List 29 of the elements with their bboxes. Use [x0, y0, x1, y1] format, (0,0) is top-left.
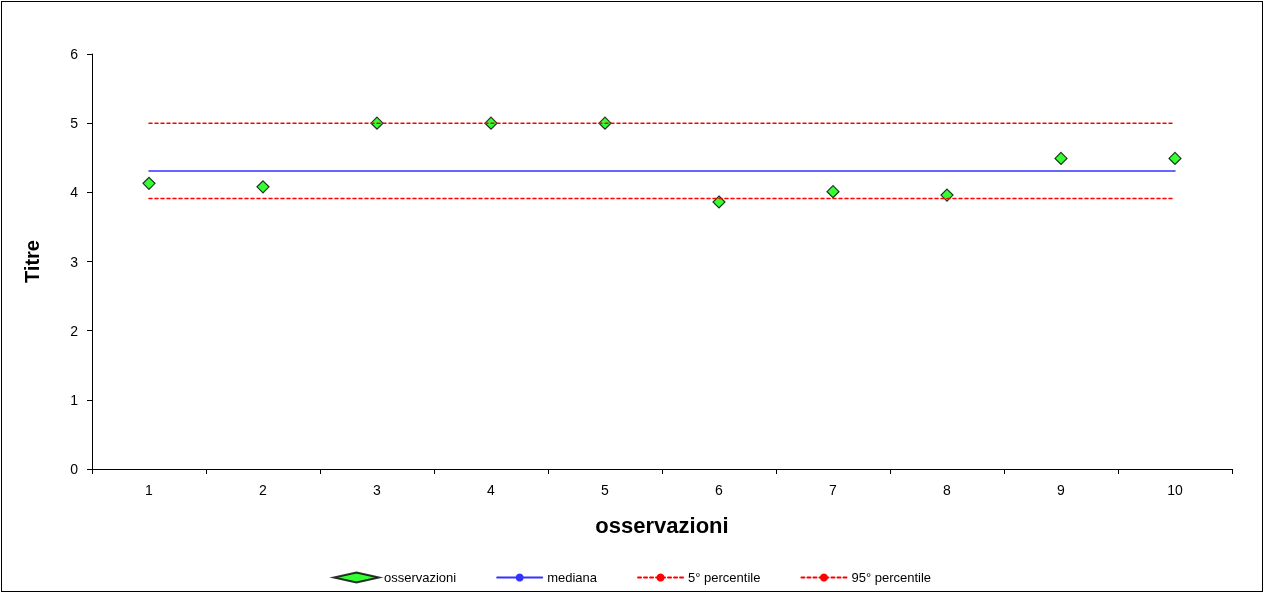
legend-label: 5° percentile	[688, 570, 761, 585]
x-axis-title: osservazioni	[595, 512, 729, 538]
y-tick-label: 3	[70, 253, 79, 270]
y-tick-label: 0	[70, 461, 79, 477]
y-tick-label: 1	[70, 391, 79, 408]
x-tick-label: 10	[1167, 482, 1183, 498]
legend-label: mediana	[547, 570, 598, 585]
point	[940, 188, 954, 202]
y-tick-label: 4	[70, 184, 79, 201]
x-tick-label: 5	[601, 482, 610, 498]
x-tick-label: 1	[145, 482, 154, 498]
x-tick-label: 4	[487, 482, 496, 498]
point	[142, 176, 156, 190]
x-tick-label: 9	[1057, 482, 1066, 498]
y-tick-label: 5	[70, 115, 79, 132]
point	[256, 180, 270, 194]
legend-label: 95° percentile	[851, 570, 932, 585]
x-tick-label: 6	[715, 482, 724, 498]
x-tick-label: 3	[373, 482, 382, 498]
point	[1054, 151, 1068, 166]
y-axis-title: Titre	[21, 240, 43, 283]
y-tick-label: 2	[70, 322, 79, 339]
legend-label: osservazioni	[383, 570, 457, 585]
x-tick-label: 7	[829, 482, 838, 498]
y-tick-label: 6	[70, 46, 79, 62]
x-tick-label: 2	[259, 482, 268, 498]
x-tick-label: 8	[943, 482, 952, 498]
point	[826, 185, 840, 199]
point	[1168, 151, 1182, 166]
